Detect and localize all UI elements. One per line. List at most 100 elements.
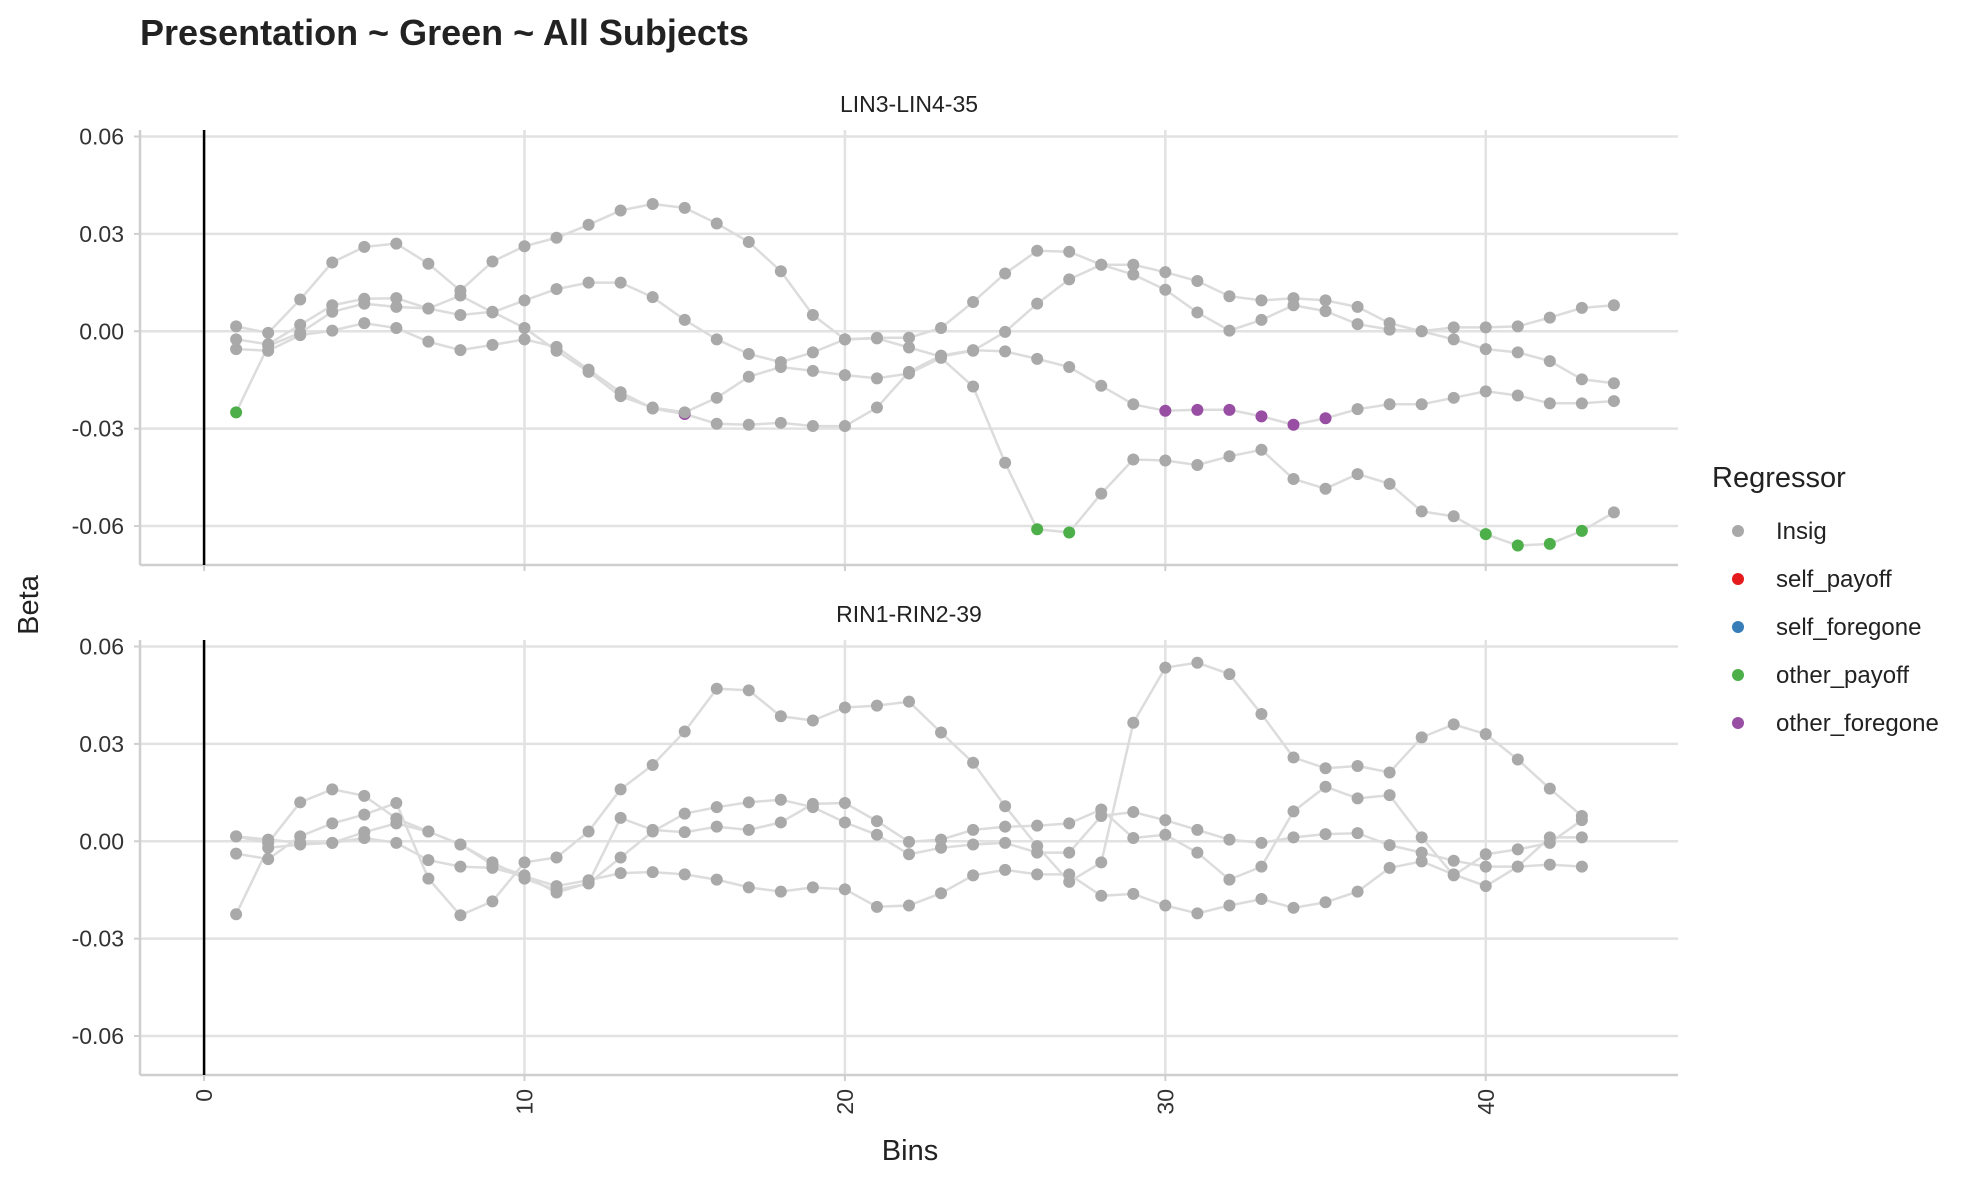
data-point xyxy=(582,876,595,889)
data-point xyxy=(1575,831,1588,844)
data-point xyxy=(1447,854,1460,867)
data-point xyxy=(1255,410,1268,423)
data-point xyxy=(1255,313,1268,326)
data-point xyxy=(1511,389,1524,402)
data-point xyxy=(358,789,371,802)
data-point xyxy=(486,305,499,318)
data-point xyxy=(1063,360,1076,373)
data-point xyxy=(326,817,339,830)
data-point xyxy=(1191,306,1204,319)
data-point xyxy=(1159,266,1172,279)
data-point xyxy=(1159,814,1172,827)
data-point xyxy=(1415,398,1428,411)
data-point xyxy=(1575,397,1588,410)
legend-key xyxy=(1732,621,1744,633)
data-point xyxy=(1223,668,1236,681)
data-point xyxy=(1479,860,1492,873)
data-point xyxy=(646,401,659,414)
data-point xyxy=(1543,355,1556,368)
data-point xyxy=(646,758,659,771)
data-point xyxy=(838,369,851,382)
data-point xyxy=(1543,836,1556,849)
data-point xyxy=(550,344,563,357)
data-point xyxy=(1159,404,1172,417)
data-point xyxy=(390,300,403,313)
data-point xyxy=(903,695,915,708)
data-point xyxy=(838,816,851,829)
data-point xyxy=(1319,412,1332,425)
data-point xyxy=(710,333,723,346)
y-tick-label: -0.06 xyxy=(72,1023,124,1049)
data-point xyxy=(1319,305,1332,318)
data-point xyxy=(1479,385,1492,398)
data-point xyxy=(1223,403,1236,416)
data-point xyxy=(1415,325,1428,338)
data-point xyxy=(1287,299,1300,312)
data-point xyxy=(1127,398,1140,411)
facet-strip-label: RIN1-RIN2-39 xyxy=(836,601,982,627)
y-tick-label: -0.03 xyxy=(72,416,124,442)
legend-key xyxy=(1732,669,1744,681)
data-point xyxy=(967,344,980,357)
data-point xyxy=(1031,840,1044,853)
data-point xyxy=(390,237,403,250)
data-point xyxy=(582,825,595,838)
data-point xyxy=(1063,273,1076,286)
data-point xyxy=(710,873,723,886)
data-point xyxy=(1319,828,1332,841)
data-point xyxy=(1575,814,1588,827)
data-point xyxy=(1223,324,1236,337)
facet-panel: RIN1-RIN2-39 0.06 0.03 0.00 -0.03 -0.06 0 10 20 3… xyxy=(72,601,1678,1115)
data-point xyxy=(999,863,1012,876)
data-point xyxy=(1031,297,1044,310)
data-point xyxy=(1063,868,1076,881)
data-point xyxy=(935,726,948,739)
data-point xyxy=(358,240,371,253)
data-point xyxy=(1063,526,1076,539)
y-tick-label: 0.03 xyxy=(79,731,124,757)
data-point xyxy=(710,217,723,230)
data-point xyxy=(390,796,403,809)
x-tick-label: 40 xyxy=(1473,1089,1499,1115)
data-point xyxy=(390,836,403,849)
data-point xyxy=(518,333,531,346)
data-point xyxy=(903,331,915,344)
legend-title: Regressor xyxy=(1712,462,1846,494)
data-point xyxy=(870,900,883,913)
data-point xyxy=(582,218,595,231)
data-point xyxy=(262,853,275,866)
data-point xyxy=(646,198,659,211)
data-point xyxy=(806,797,819,810)
data-point xyxy=(1127,806,1140,819)
data-point xyxy=(1223,450,1236,463)
data-point xyxy=(710,820,723,833)
data-point xyxy=(1511,843,1524,856)
panels: LIN3-LIN4-350.060.030.00-0.03-0.06RIN1-R… xyxy=(72,91,1678,1115)
data-point xyxy=(614,390,627,403)
data-point xyxy=(870,332,883,345)
data-point xyxy=(326,324,339,337)
data-point xyxy=(1511,539,1524,552)
data-point xyxy=(614,276,627,289)
data-point xyxy=(422,335,435,348)
data-point xyxy=(1191,459,1204,472)
data-point xyxy=(294,293,307,306)
data-point xyxy=(1543,397,1556,410)
data-point xyxy=(454,909,467,922)
data-point xyxy=(1287,472,1300,485)
data-point xyxy=(806,420,819,433)
data-point xyxy=(1351,759,1364,772)
data-point xyxy=(454,838,467,851)
legend-label: self_payoff xyxy=(1776,566,1892,593)
data-point xyxy=(838,333,851,346)
x-tick-label: 0 xyxy=(191,1089,217,1102)
data-point xyxy=(550,851,563,864)
data-point xyxy=(1479,321,1492,334)
data-point xyxy=(422,872,435,885)
data-point xyxy=(967,869,980,882)
data-point xyxy=(1191,274,1204,287)
data-point xyxy=(1511,320,1524,333)
data-point xyxy=(1351,885,1364,898)
data-point xyxy=(1351,792,1364,805)
